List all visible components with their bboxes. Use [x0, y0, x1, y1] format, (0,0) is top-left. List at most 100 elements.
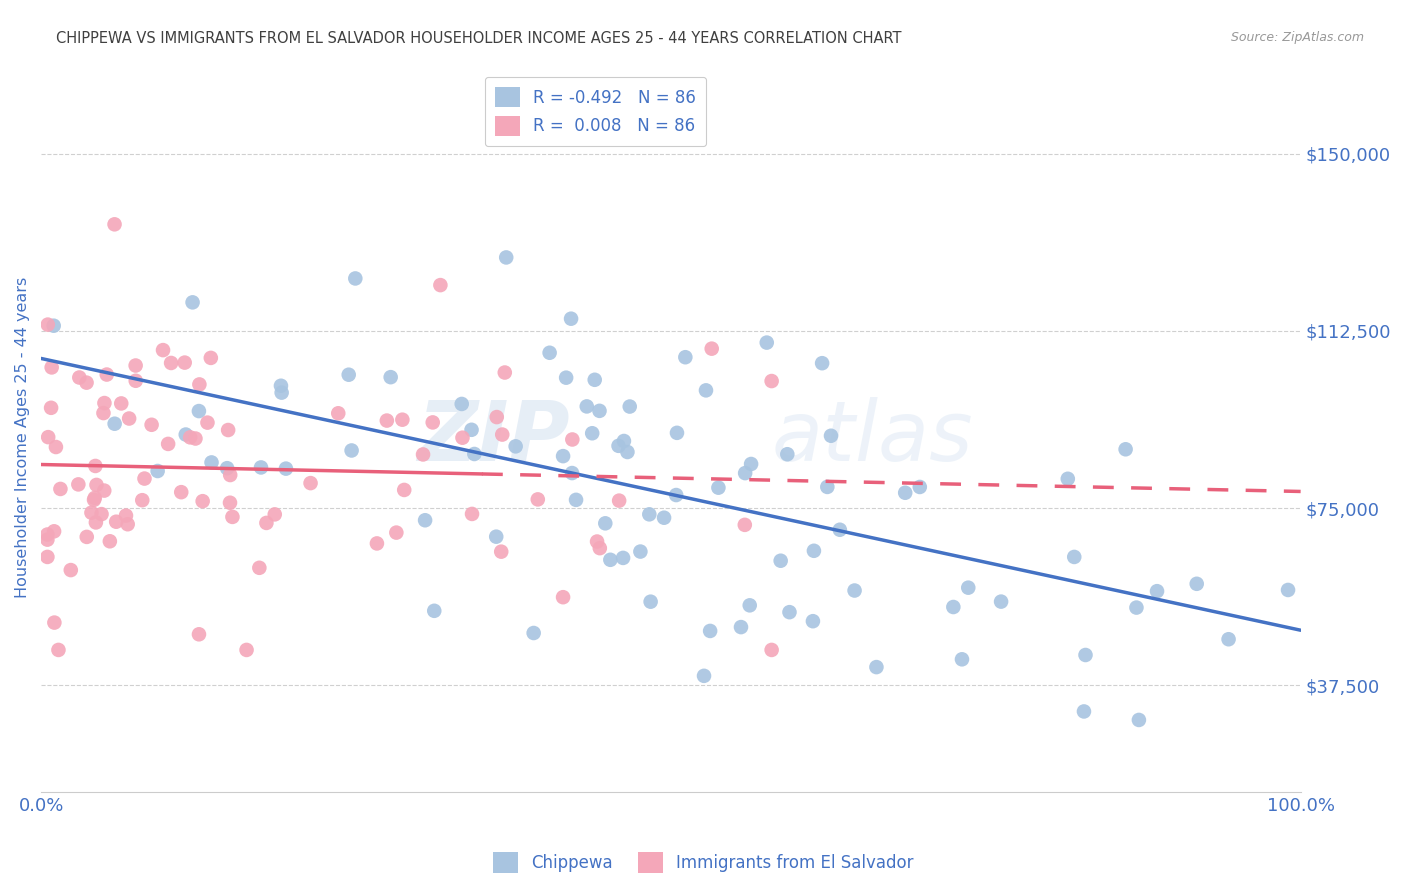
Point [616, 445, 638, 459]
Point [551, 590, 574, 604]
Point [673, 350, 696, 364]
Point [42, 318, 65, 333]
Point [174, 427, 197, 442]
Point [117, 517, 139, 532]
Point [67, 477, 90, 491]
Point [652, 510, 675, 524]
Legend: Chippewa, Immigrants from El Salvador: Chippewa, Immigrants from El Salvador [486, 846, 920, 880]
Point [599, 553, 621, 567]
Point [505, 439, 527, 453]
Point [489, 544, 512, 558]
Point [197, 416, 219, 430]
Point [146, 464, 169, 478]
Point [170, 485, 193, 500]
Point [588, 404, 610, 418]
Point [738, 599, 761, 613]
Point [90, 507, 112, 521]
Point [45, 440, 67, 454]
Point [134, 472, 156, 486]
Point [157, 437, 180, 451]
Point [491, 427, 513, 442]
Point [37, 430, 59, 444]
Point [485, 530, 508, 544]
Point [1056, 472, 1078, 486]
Point [217, 423, 239, 437]
Point [250, 460, 273, 475]
Point [565, 492, 588, 507]
Point [93, 483, 115, 498]
Point [221, 509, 243, 524]
Y-axis label: Householder Income Ages 25 - 44 years: Householder Income Ages 25 - 44 years [15, 277, 30, 598]
Point [37, 533, 59, 547]
Point [612, 550, 634, 565]
Point [460, 423, 482, 437]
Point [665, 488, 688, 502]
Point [779, 605, 801, 619]
Point [595, 516, 617, 531]
Point [200, 351, 222, 365]
Point [990, 594, 1012, 608]
Point [188, 377, 211, 392]
Point [98, 534, 121, 549]
Point [37, 527, 59, 541]
Point [640, 595, 662, 609]
Point [76, 530, 98, 544]
Point [392, 483, 415, 497]
Text: Source: ZipAtlas.com: Source: ZipAtlas.com [1230, 31, 1364, 45]
Point [254, 516, 277, 530]
Point [160, 356, 183, 370]
Point [41, 360, 63, 375]
Point [37, 549, 59, 564]
Point [523, 626, 546, 640]
Point [131, 493, 153, 508]
Point [1125, 600, 1147, 615]
Point [191, 494, 214, 508]
Point [413, 513, 436, 527]
Point [270, 378, 292, 392]
Point [80, 506, 103, 520]
Point [337, 368, 360, 382]
Point [950, 652, 973, 666]
Point [734, 517, 756, 532]
Point [141, 417, 163, 432]
Point [103, 217, 125, 231]
Point [803, 543, 825, 558]
Point [450, 397, 472, 411]
Point [1073, 705, 1095, 719]
Point [1146, 584, 1168, 599]
Point [219, 496, 242, 510]
Point [39, 401, 62, 415]
Point [551, 449, 574, 463]
Point [828, 523, 851, 537]
Point [619, 400, 641, 414]
Point [957, 581, 980, 595]
Point [270, 385, 292, 400]
Point [730, 620, 752, 634]
Point [761, 374, 783, 388]
Point [104, 417, 127, 431]
Point [200, 455, 222, 469]
Point [555, 370, 578, 384]
Point [187, 404, 209, 418]
Point [538, 345, 561, 359]
Point [299, 476, 322, 491]
Point [575, 400, 598, 414]
Point [423, 604, 446, 618]
Point [366, 536, 388, 550]
Point [235, 643, 257, 657]
Point [463, 447, 485, 461]
Point [44, 615, 66, 630]
Point [179, 430, 201, 444]
Point [700, 342, 723, 356]
Point [42, 524, 65, 539]
Point [84, 516, 107, 530]
Point [526, 492, 548, 507]
Point [375, 413, 398, 427]
Point [894, 485, 917, 500]
Point [485, 410, 508, 425]
Point [844, 583, 866, 598]
Point [761, 643, 783, 657]
Point [181, 295, 204, 310]
Point [124, 359, 146, 373]
Point [93, 396, 115, 410]
